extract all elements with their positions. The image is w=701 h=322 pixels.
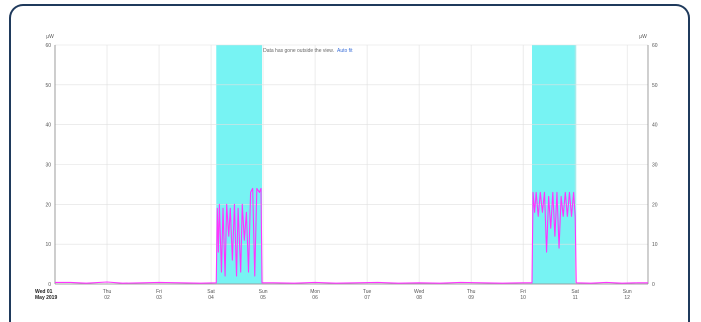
x-tick-day: Tue xyxy=(363,289,372,295)
x-tick-sub: 09 xyxy=(468,295,474,301)
y-tick-label-right: 50 xyxy=(652,83,658,89)
series-group xyxy=(55,187,648,284)
x-tick-day: Sun xyxy=(259,289,268,295)
y-tick-label-left: 20 xyxy=(45,202,51,208)
x-tick-day: Fri xyxy=(156,289,162,295)
auto-fit-link[interactable]: Auto fit xyxy=(337,48,353,54)
x-tick-sub: 11 xyxy=(573,295,578,301)
out-of-view-message: Data has gone outside the view. xyxy=(263,48,334,54)
x-tick-sub: 06 xyxy=(312,295,318,301)
y-tick-label-left: 60 xyxy=(45,43,51,49)
x-tick-sub: 12 xyxy=(624,295,630,301)
x-tick-day: Sun xyxy=(623,289,632,295)
x-tick-sub: 07 xyxy=(364,295,370,301)
y-unit-right: μW xyxy=(639,34,647,40)
y-tick-label-right: 40 xyxy=(652,123,658,129)
x-tick-day: Wed xyxy=(414,289,424,295)
auto-fit-link-wrap[interactable]: Auto fit xyxy=(337,48,353,54)
x-tick-sub: 05 xyxy=(260,295,266,301)
x-tick-sub: 08 xyxy=(416,295,422,301)
x-tick-sub: May 2019 xyxy=(35,295,57,301)
x-tick-day: Thu xyxy=(467,289,476,295)
series-line-1 xyxy=(55,187,648,284)
x-tick-day: Sat xyxy=(571,289,579,295)
y-tick-label-right: 20 xyxy=(652,202,658,208)
axes xyxy=(54,45,649,285)
y-tick-label-right: 60 xyxy=(652,43,658,49)
x-tick-day: Sat xyxy=(207,289,215,295)
x-tick-day: Thu xyxy=(103,289,112,295)
x-tick-sub: 02 xyxy=(104,295,110,301)
x-tick-sub: 10 xyxy=(520,295,526,301)
x-tick-day: Fri xyxy=(520,289,526,295)
y-tick-label-left: 10 xyxy=(45,242,51,248)
x-tick-day: Wed 01 xyxy=(35,289,53,295)
x-tick-sub: 03 xyxy=(156,295,162,301)
x-tick-day: Mon xyxy=(310,289,320,295)
y-tick-label-left: 30 xyxy=(45,163,51,169)
y-tick-label-right: 0 xyxy=(652,282,655,288)
out-of-view-text: Data has gone outside the view. xyxy=(263,48,334,54)
y-tick-label-right: 30 xyxy=(652,163,658,169)
y-unit-left: μW xyxy=(46,34,54,40)
y-tick-label-left: 0 xyxy=(48,282,51,288)
y-tick-label-left: 40 xyxy=(45,123,51,129)
x-tick-sub: 04 xyxy=(208,295,214,301)
y-tick-label-right: 10 xyxy=(652,242,658,248)
y-tick-label-left: 50 xyxy=(45,83,51,89)
